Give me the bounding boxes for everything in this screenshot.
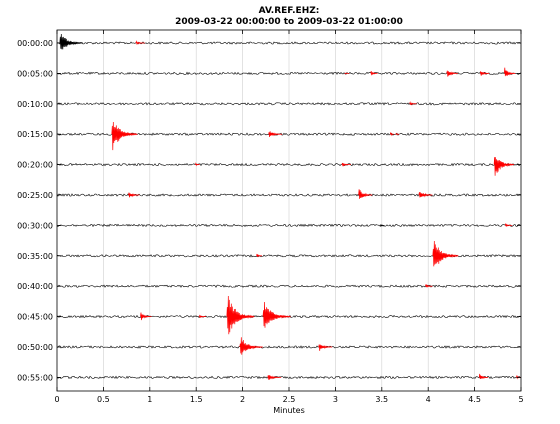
event-waveforms [60, 34, 521, 380]
event-waveform-30 [479, 374, 488, 379]
row-label-0: 00:00:00 [17, 39, 53, 48]
event-waveform-25 [227, 296, 255, 334]
event-waveform-28 [319, 344, 333, 350]
y-axis-ticks: 00:00:00 00:05:00 00:10:00 00:15:00 00:20:00… [17, 39, 521, 382]
x-tick-label-1: 0.5 [97, 395, 110, 404]
row-label-8: 00:40:00 [17, 282, 53, 291]
event-waveform-29 [268, 375, 282, 380]
row-label-1: 00:05:00 [17, 69, 53, 78]
x-tick-label-9: 4.5 [468, 395, 481, 404]
event-waveform-10 [390, 133, 394, 135]
row-label-6: 00:30:00 [17, 221, 53, 230]
x-tick-label-2: 1 [147, 395, 152, 404]
x-tick-label-8: 4 [426, 395, 431, 404]
event-waveform-26 [263, 302, 291, 328]
event-waveform-3 [371, 71, 378, 75]
event-waveform-14 [494, 157, 514, 176]
x-tick-label-5: 2.5 [283, 395, 296, 404]
x-tick-label-3: 1.5 [190, 395, 203, 404]
x-axis-label: Minutes [273, 406, 305, 415]
event-waveform-15 [129, 193, 140, 198]
event-waveform-31 [516, 375, 521, 378]
x-tick-label-6: 3 [333, 395, 338, 404]
event-waveform-5 [480, 71, 489, 75]
event-waveform-7 [410, 102, 417, 104]
x-tick-label-7: 3.5 [375, 395, 388, 404]
row-label-4: 00:20:00 [17, 161, 53, 170]
event-waveform-4 [447, 71, 458, 77]
grid-lines [103, 30, 474, 391]
x-tick-label-4: 2 [240, 395, 245, 404]
event-waveform-6 [504, 68, 515, 76]
chart-title-station: AV.REF.EHZ: [259, 6, 320, 16]
row-label-11: 00:55:00 [17, 373, 53, 382]
x-tick-label-0: 0 [54, 395, 59, 404]
row-label-3: 00:15:00 [17, 130, 53, 139]
event-waveform-21 [433, 241, 459, 266]
row-label-5: 00:25:00 [17, 191, 53, 200]
event-waveform-9 [269, 131, 283, 137]
event-waveform-12 [195, 163, 200, 165]
row-label-7: 00:35:00 [17, 252, 53, 261]
event-waveform-17 [419, 192, 433, 197]
row-label-9: 00:45:00 [17, 313, 53, 322]
x-tick-label-10: 5 [518, 395, 523, 404]
event-waveform-0 [60, 34, 83, 49]
event-waveform-27 [240, 337, 263, 354]
event-waveform-2 [345, 73, 350, 74]
event-waveform-8 [112, 122, 138, 150]
row-label-2: 00:10:00 [17, 100, 53, 109]
row-label-10: 00:50:00 [17, 343, 53, 352]
chart-title-time-range: 2009-03-22 00:00:00 to 2009-03-22 01:00:… [175, 17, 403, 27]
